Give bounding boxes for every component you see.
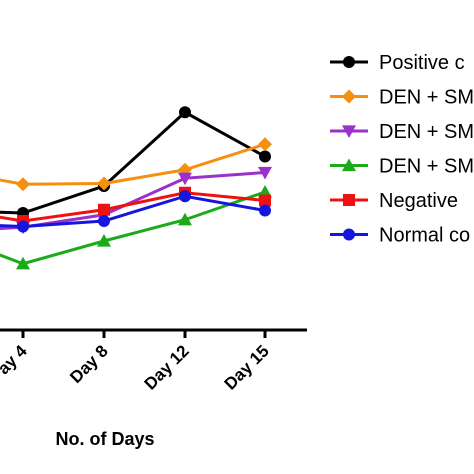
- series-line: [0, 142, 266, 186]
- data-point: [259, 204, 271, 217]
- x-tick-label: Day 8: [66, 341, 112, 387]
- legend-marker: [343, 194, 355, 206]
- data-point: [178, 212, 192, 226]
- legend-marker: [342, 125, 356, 138]
- legend-marker: [343, 56, 355, 68]
- data-point: [258, 137, 272, 152]
- data-point: [98, 203, 110, 216]
- legend-label: Negative: [379, 190, 458, 212]
- data-point: [259, 150, 271, 163]
- data-point: [178, 172, 192, 186]
- x-axis-title: No. of Days: [55, 429, 154, 449]
- data-point: [97, 234, 111, 247]
- legend-marker: [343, 228, 355, 241]
- data-point: [179, 106, 191, 119]
- data-point: [97, 176, 111, 191]
- legend: Positive c DEN + SM DEN + SM DEN + SM Negati…: [330, 52, 474, 247]
- x-tick-label: ay 4: [0, 341, 31, 378]
- data-point: [179, 190, 191, 203]
- data-point: [16, 256, 30, 270]
- data-point: [259, 194, 271, 207]
- x-tick-label: Day 12: [141, 341, 193, 393]
- legend-marker: [342, 89, 356, 104]
- data-point: [98, 215, 110, 227]
- data-point: [16, 177, 30, 192]
- x-tick-label: Day 15: [221, 341, 273, 393]
- legend-label: DEN + SM: [379, 121, 474, 143]
- x-axis: ay 4 Day 8 Day 12 Day 15: [0, 328, 307, 394]
- data-point: [17, 220, 29, 233]
- legend-label: DEN + SM: [379, 87, 474, 109]
- data-point: [258, 166, 272, 180]
- legend-label: Normal co: [379, 225, 470, 247]
- plot-area: [0, 106, 272, 270]
- legend-label: DEN + SM: [379, 156, 474, 178]
- legend-label: Positive c: [379, 52, 465, 74]
- legend-marker: [342, 158, 356, 172]
- data-point: [258, 185, 272, 198]
